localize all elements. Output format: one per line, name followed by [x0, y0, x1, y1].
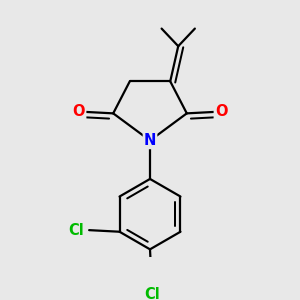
Text: O: O: [73, 104, 85, 119]
Text: Cl: Cl: [68, 223, 84, 238]
Text: N: N: [144, 133, 156, 148]
Text: Cl: Cl: [144, 287, 160, 300]
Text: O: O: [215, 104, 227, 119]
